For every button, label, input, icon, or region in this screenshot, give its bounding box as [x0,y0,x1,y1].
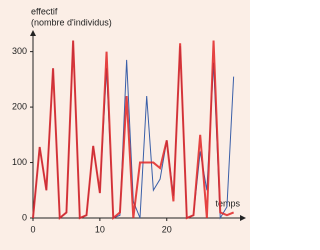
y-axis-label: effectif [31,6,58,16]
y-axis-label: (nombre d'individus) [31,17,112,27]
y-tick-label: 300 [12,46,27,56]
x-axis-label: temps [215,198,240,208]
x-tick-label: 0 [30,224,35,234]
x-tick-label: 10 [95,224,105,234]
y-tick-label: 100 [12,157,27,167]
line-series [32,40,235,221]
chart: effectif (nombre d'individus) temps 0100… [0,0,250,250]
y-tick-label: 0 [22,212,27,222]
y-tick-label: 200 [12,101,27,111]
x-arrow [240,215,246,221]
x-tick-label: 20 [162,224,172,234]
y-arrow [30,30,36,36]
